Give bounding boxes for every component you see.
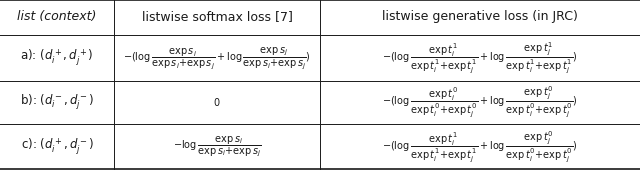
- Text: listwise generative loss (in JRC): listwise generative loss (in JRC): [382, 10, 578, 23]
- Text: $-(\log \dfrac{\exp s_i}{\exp s_i{+}\exp s_j} + \log \dfrac{\exp s_j}{\exp s_i{+: $-(\log \dfrac{\exp s_i}{\exp s_i{+}\exp…: [123, 45, 311, 71]
- Text: $-\log \dfrac{\exp s_i}{\exp s_i{+}\exp s_j}$: $-\log \dfrac{\exp s_i}{\exp s_i{+}\exp …: [173, 134, 261, 159]
- Text: $-(\log \dfrac{\exp t_i^0}{\exp t_i^0{+}\exp t_j^0} + \log \dfrac{\exp t_j^0}{\e: $-(\log \dfrac{\exp t_i^0}{\exp t_i^0{+}…: [382, 85, 578, 120]
- Text: c): $(d_i^+, d_j^-)$: c): $(d_i^+, d_j^-)$: [20, 136, 93, 157]
- Text: listwise softmax loss [7]: listwise softmax loss [7]: [141, 10, 292, 23]
- Text: b): $(d_i^-, d_j^-)$: b): $(d_i^-, d_j^-)$: [20, 92, 94, 112]
- Text: $0$: $0$: [213, 96, 221, 108]
- Text: $-(\log \dfrac{\exp t_i^1}{\exp t_i^1{+}\exp t_j^1} + \log \dfrac{\exp t_j^0}{\e: $-(\log \dfrac{\exp t_i^1}{\exp t_i^1{+}…: [382, 129, 578, 164]
- Text: a): $(d_i^+, d_j^+)$: a): $(d_i^+, d_j^+)$: [20, 47, 93, 68]
- Text: $-(\log \dfrac{\exp t_i^1}{\exp t_i^1{+}\exp t_j^1} + \log \dfrac{\exp t_j^1}{\e: $-(\log \dfrac{\exp t_i^1}{\exp t_i^1{+}…: [382, 40, 578, 75]
- Text: list (context): list (context): [17, 10, 97, 23]
